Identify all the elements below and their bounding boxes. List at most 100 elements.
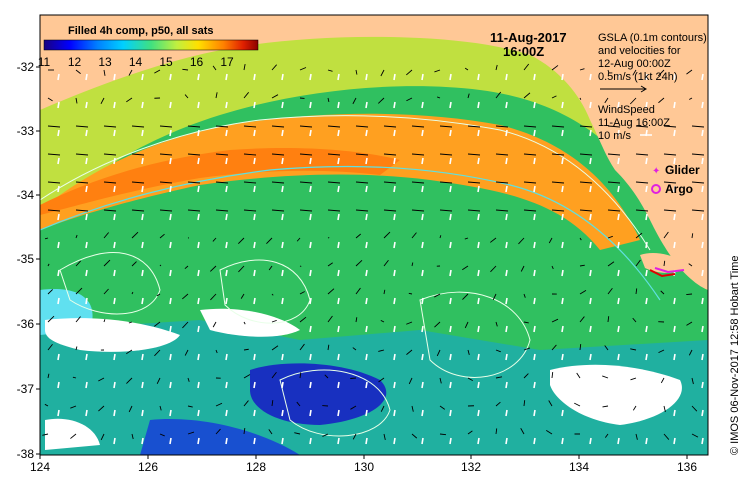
velocity-arrow <box>548 400 553 407</box>
wind-arrow <box>169 101 172 109</box>
wind-arrow <box>449 409 452 417</box>
wind-arrow <box>365 213 368 221</box>
lon-label: 134 <box>569 460 589 474</box>
wind-arrow <box>617 409 620 417</box>
wind-arrow <box>85 185 88 193</box>
velocity-arrow <box>434 321 441 328</box>
velocity-arrow <box>187 431 195 435</box>
wind-arrow <box>533 325 536 333</box>
velocity-arrow <box>523 92 531 99</box>
wind-arrow <box>337 353 340 361</box>
wind-arrow <box>57 129 60 137</box>
wind-arrow <box>449 241 452 249</box>
wind-arrow <box>281 437 284 445</box>
velocity-arrow <box>47 373 50 379</box>
velocity-arrow <box>159 433 165 437</box>
velocity-arrow <box>689 97 693 100</box>
wind-arrow <box>533 241 536 249</box>
colorbar-ticks: 11 12 13 14 15 16 17 <box>38 55 234 69</box>
wind-arrow <box>85 241 88 249</box>
velocity-arrow <box>299 181 313 184</box>
velocity-arrow <box>47 153 61 156</box>
wind-arrow <box>505 101 508 109</box>
wind-arrow <box>477 185 480 193</box>
velocity-arrow <box>602 375 609 379</box>
velocity-arrow <box>630 348 637 351</box>
velocity-arrow <box>128 69 133 76</box>
velocity-arrow <box>467 430 473 435</box>
wind-arrow <box>505 185 508 193</box>
wind-arrow <box>169 73 172 81</box>
wind-arrow <box>505 297 508 305</box>
cold-patch-south <box>140 419 300 455</box>
wind-arrow <box>57 185 60 193</box>
velocity-arrow <box>579 209 593 212</box>
velocity-arrow <box>355 287 361 295</box>
velocity-arrow <box>464 237 469 240</box>
wind-arrow <box>421 269 424 277</box>
wind-arrow <box>533 409 536 417</box>
velocity-arrow <box>75 316 81 323</box>
wind-arrow <box>309 129 312 137</box>
wind-arrow <box>85 73 88 81</box>
wind-arrow <box>365 381 368 389</box>
wind-arrow <box>197 157 200 165</box>
wind-arrow <box>645 241 648 249</box>
velocity-arrow <box>635 125 649 128</box>
velocity-arrow <box>378 377 385 383</box>
velocity-arrow <box>103 259 111 267</box>
wind-arrow <box>309 73 312 81</box>
wind-arrow <box>113 213 116 221</box>
wind-arrow <box>589 381 592 389</box>
velocity-arrow <box>352 347 357 351</box>
velocity-arrow <box>355 260 363 267</box>
wind-arrow <box>57 101 60 109</box>
velocity-arrow <box>159 264 162 267</box>
velocity-arrow <box>131 231 139 239</box>
velocity-arrow <box>212 321 217 328</box>
velocity-arrow <box>128 405 133 413</box>
velocity-arrow <box>579 68 585 71</box>
velocity-arrow <box>406 349 413 355</box>
velocity-arrow <box>355 233 362 239</box>
velocity-arrow <box>632 317 637 323</box>
velocity-arrow <box>439 209 453 212</box>
wind-arrow <box>337 297 340 305</box>
velocity-arrow <box>408 377 413 385</box>
velocity-arrow <box>686 293 693 296</box>
wind-arrow <box>701 325 704 333</box>
wind-arrow <box>197 409 200 417</box>
velocity-arrow <box>131 153 145 156</box>
wind-arrow <box>505 241 508 249</box>
wind-arrow <box>449 325 452 333</box>
velocity-arrow <box>103 153 117 156</box>
velocity-arrow <box>523 181 537 184</box>
wind-arrow <box>393 269 396 277</box>
wind-arrow <box>141 157 144 165</box>
velocity-arrow <box>215 181 229 184</box>
velocity-arrow <box>462 265 469 271</box>
velocity-arrow <box>467 181 481 184</box>
wind-arrow <box>57 437 60 445</box>
wind-arrow <box>225 269 228 277</box>
velocity-arrow <box>355 153 369 156</box>
wind-arrow <box>449 101 452 109</box>
wind-arrow <box>85 297 88 305</box>
wind-arrow <box>477 269 480 277</box>
velocity-arrow <box>75 69 81 74</box>
velocity-arrow <box>439 125 453 128</box>
velocity-arrow <box>579 181 593 184</box>
velocity-arrow <box>632 405 637 411</box>
wind-arrow <box>393 297 396 305</box>
wind-arrow <box>113 241 116 249</box>
velocity-arrow <box>383 259 389 267</box>
wind-arrow <box>533 101 536 109</box>
velocity-arrow <box>663 153 677 156</box>
wind-arrow <box>113 269 116 277</box>
velocity-arrows <box>42 63 705 445</box>
wind-arrow <box>505 73 508 81</box>
wind-arrow <box>645 381 648 389</box>
velocity-arrow <box>551 318 559 323</box>
velocity-arrow <box>271 125 285 128</box>
velocity-arrow <box>607 181 621 184</box>
